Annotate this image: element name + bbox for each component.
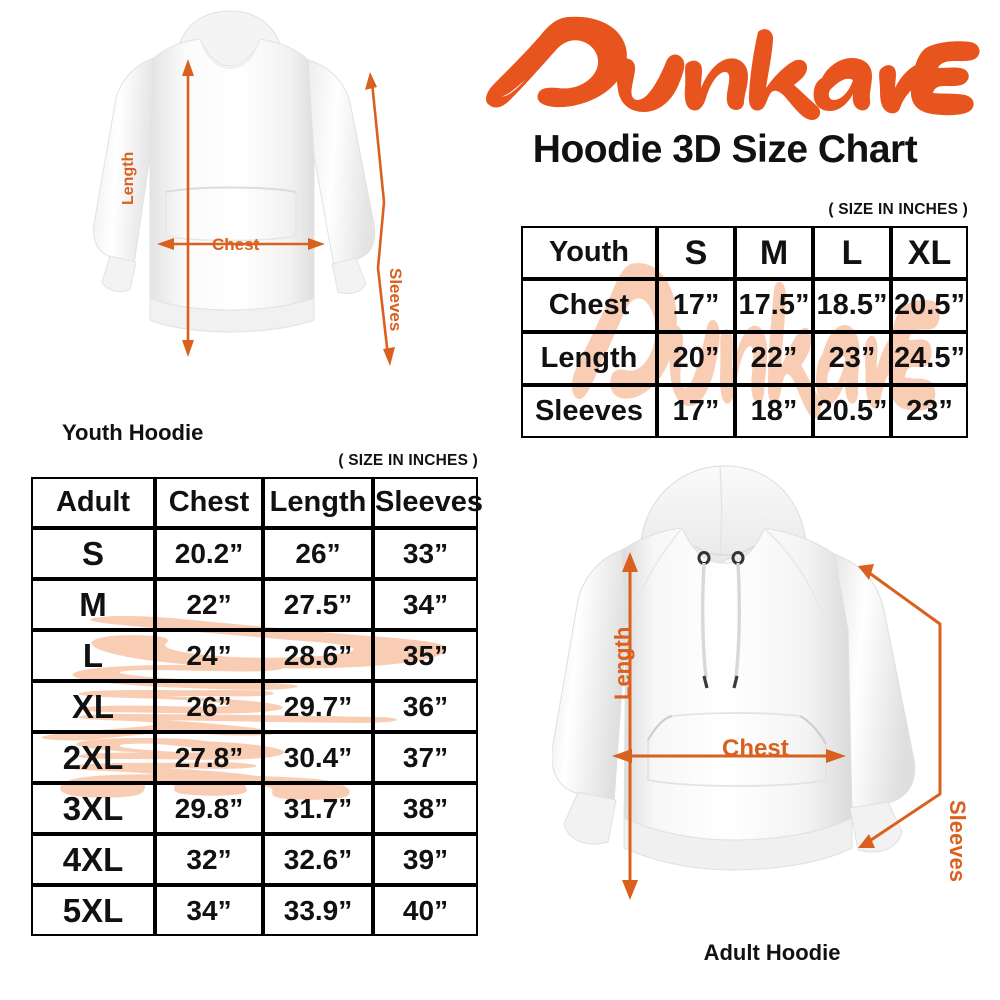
youth-size-table: Youth S M L XL Chest 17” 17.5” 18.5” 20.…: [521, 226, 968, 438]
adult-corner-label: Adult: [31, 477, 155, 528]
adult-s-length: 26”: [263, 528, 373, 579]
youth-length-measure-label: Length: [120, 151, 137, 205]
table-row-header: Youth S M L XL: [521, 226, 968, 279]
adult-l-sleeves: 35”: [373, 630, 478, 681]
adult-5xl-length: 33.9”: [263, 885, 373, 936]
adult-size-4xl: 4XL: [31, 834, 155, 885]
youth-sleeves-xl: 23”: [891, 385, 968, 438]
adult-col-length: Length: [263, 477, 373, 528]
adult-size-l: L: [31, 630, 155, 681]
youth-row-label-sleeves: Sleeves: [521, 385, 657, 438]
adult-xl-length: 29.7”: [263, 681, 373, 732]
adult-4xl-length: 32.6”: [263, 834, 373, 885]
adult-size-table: Adult Chest Length Sleeves S 20.2” 26” 3…: [31, 477, 483, 936]
youth-col-m: M: [735, 226, 813, 279]
youth-length-l: 23”: [813, 332, 891, 385]
youth-col-l: L: [813, 226, 891, 279]
youth-chest-m: 17.5”: [735, 279, 813, 332]
youth-row-label-chest: Chest: [521, 279, 657, 332]
youth-col-xl: XL: [891, 226, 968, 279]
adult-col-sleeves: Sleeves: [373, 477, 483, 528]
table-row: 4XL 32” 32.6” 39”: [31, 834, 478, 885]
adult-l-length: 28.6”: [263, 630, 373, 681]
youth-sleeves-measure-label: Sleeves: [386, 268, 405, 332]
adult-hoodie-illustration: [552, 450, 992, 940]
page-title: Hoodie 3D Size Chart: [532, 128, 918, 171]
table-row: Chest 17” 17.5” 18.5” 20.5”: [521, 279, 968, 332]
adult-l-chest: 24”: [155, 630, 263, 681]
adult-hoodie-caption: Adult Hoodie: [703, 940, 841, 965]
adult-chest-measure-label: Chest: [722, 735, 789, 762]
adult-xl-chest: 26”: [155, 681, 263, 732]
adult-m-sleeves: 34”: [373, 579, 478, 630]
youth-sleeves-s: 17”: [657, 385, 735, 438]
table-row: 5XL 34” 33.9” 40”: [31, 885, 478, 936]
adult-size-2xl: 2XL: [31, 732, 155, 783]
youth-col-s: S: [657, 226, 735, 279]
table-row: Sleeves 17” 18” 20.5” 23”: [521, 385, 968, 438]
adult-5xl-chest: 34”: [155, 885, 263, 936]
adult-5xl-sleeves: 40”: [373, 885, 478, 936]
adult-4xl-chest: 32”: [155, 834, 263, 885]
youth-corner-label: Youth: [521, 226, 657, 279]
adult-length-measure-label: Length: [610, 626, 635, 700]
table-row: 2XL 27.8” 30.4” 37”: [31, 732, 478, 783]
youth-row-label-length: Length: [521, 332, 657, 385]
youth-length-s: 20”: [657, 332, 735, 385]
adult-2xl-chest: 27.8”: [155, 732, 263, 783]
youth-unit-note: ( SIZE IN INCHES ): [828, 201, 968, 218]
table-row: S 20.2” 26” 33”: [31, 528, 478, 579]
adult-4xl-sleeves: 39”: [373, 834, 478, 885]
table-row: 3XL 29.8” 31.7” 38”: [31, 783, 478, 834]
youth-sleeves-m: 18”: [735, 385, 813, 438]
adult-2xl-sleeves: 37”: [373, 732, 478, 783]
youth-chest-l: 18.5”: [813, 279, 891, 332]
brand-logo: [470, 8, 980, 128]
adult-size-m: M: [31, 579, 155, 630]
youth-hoodie-illustration: [58, 6, 458, 416]
table-row: Length 20” 22” 23” 24.5”: [521, 332, 968, 385]
adult-size-3xl: 3XL: [31, 783, 155, 834]
adult-3xl-length: 31.7”: [263, 783, 373, 834]
youth-length-m: 22”: [735, 332, 813, 385]
adult-col-chest: Chest: [155, 477, 263, 528]
adult-size-s: S: [31, 528, 155, 579]
adult-sleeves-measure-label: Sleeves: [945, 800, 970, 882]
adult-3xl-chest: 29.8”: [155, 783, 263, 834]
youth-chest-xl: 20.5”: [891, 279, 968, 332]
adult-size-5xl: 5XL: [31, 885, 155, 936]
table-row: XL 26” 29.7” 36”: [31, 681, 478, 732]
youth-hoodie-caption: Youth Hoodie: [62, 420, 204, 445]
youth-chest-measure-label: Chest: [212, 235, 260, 254]
adult-3xl-sleeves: 38”: [373, 783, 478, 834]
table-row: L 24” 28.6” 35”: [31, 630, 478, 681]
youth-sleeves-l: 20.5”: [813, 385, 891, 438]
adult-s-sleeves: 33”: [373, 528, 478, 579]
adult-2xl-length: 30.4”: [263, 732, 373, 783]
adult-size-xl: XL: [31, 681, 155, 732]
adult-m-chest: 22”: [155, 579, 263, 630]
adult-xl-sleeves: 36”: [373, 681, 478, 732]
adult-m-length: 27.5”: [263, 579, 373, 630]
youth-length-xl: 24.5”: [891, 332, 968, 385]
adult-s-chest: 20.2”: [155, 528, 263, 579]
table-row: M 22” 27.5” 34”: [31, 579, 478, 630]
table-row-header: Adult Chest Length Sleeves: [31, 477, 483, 528]
adult-unit-note: ( SIZE IN INCHES ): [338, 452, 478, 469]
youth-chest-s: 17”: [657, 279, 735, 332]
